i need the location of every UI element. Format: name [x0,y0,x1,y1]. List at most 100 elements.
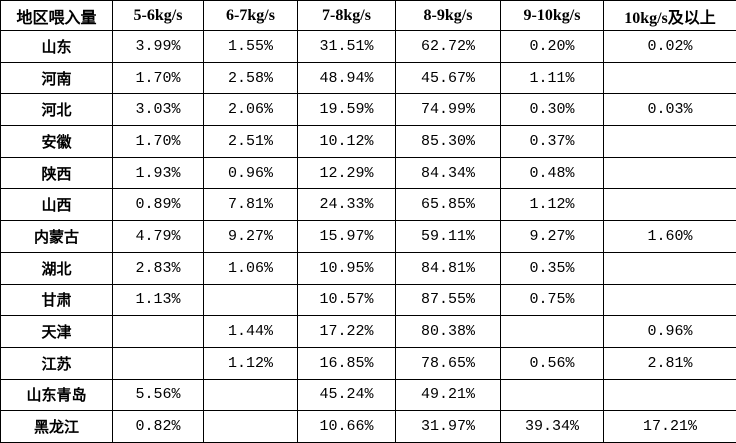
value-cell: 0.03% [603,93,736,127]
value-cell: 17.21% [603,410,736,443]
value-cell: 16.85% [297,346,396,380]
table-row: 山东 3.99% 1.55% 31.51% 62.72% 0.20% 0.02% [0,30,736,63]
table-row: 山东青岛 5.56% 45.24% 49.21% [0,378,736,412]
value-cell [112,315,204,348]
value-cell: 87.55% [395,283,501,317]
value-cell: 84.34% [395,156,501,190]
value-cell [203,410,298,443]
value-cell: 85.30% [395,125,501,158]
value-cell: 10.12% [297,125,396,158]
value-cell: 2.83% [112,251,204,285]
table-row: 天津 1.44% 17.22% 80.38% 0.96% [0,315,736,348]
value-cell [500,315,604,348]
region-cell: 河北 [0,93,113,127]
value-cell: 45.24% [297,378,396,412]
value-cell: 1.12% [203,346,298,380]
value-cell: 1.70% [112,125,204,158]
value-cell: 0.96% [603,315,736,348]
value-cell: 74.99% [395,93,501,127]
value-cell: 1.93% [112,156,204,190]
value-cell [603,156,736,190]
table-row: 内蒙古 4.79% 9.27% 15.97% 59.11% 9.27% 1.60% [0,220,736,253]
value-cell: 9.27% [203,220,298,253]
value-cell: 1.44% [203,315,298,348]
table-row: 陕西 1.93% 0.96% 12.29% 84.34% 0.48% [0,156,736,190]
value-cell: 2.06% [203,93,298,127]
value-cell [203,283,298,317]
value-cell: 3.99% [112,30,204,63]
value-cell [603,283,736,317]
value-cell: 0.02% [603,30,736,63]
value-cell [603,378,736,412]
value-cell [603,125,736,158]
region-cell: 湖北 [0,251,113,285]
value-cell: 0.56% [500,346,604,380]
value-cell: 84.81% [395,251,501,285]
value-cell: 4.79% [112,220,204,253]
value-cell: 48.94% [297,61,396,95]
value-cell [603,188,736,222]
value-cell: 1.13% [112,283,204,317]
value-cell: 2.81% [603,346,736,380]
value-cell: 49.21% [395,378,501,412]
value-cell: 3.03% [112,93,204,127]
table-body: 山东 3.99% 1.55% 31.51% 62.72% 0.20% 0.02% 河南 1.70… [0,30,736,443]
value-cell: 2.58% [203,61,298,95]
value-cell: 80.38% [395,315,501,348]
value-cell: 10.66% [297,410,396,443]
region-cell: 天津 [0,315,113,348]
table-row: 甘肃 1.13% 10.57% 87.55% 0.75% [0,283,736,317]
value-cell: 1.12% [500,188,604,222]
value-cell: 59.11% [395,220,501,253]
value-cell [203,378,298,412]
table-row: 湖北 2.83% 1.06% 10.95% 84.81% 0.35% [0,251,736,285]
header-row: 地区喂入量 5-6kg/s 6-7kg/s 7-8kg/s 8-9kg/s 9-10kg/… [0,0,736,31]
region-cell: 安徽 [0,125,113,158]
value-cell: 17.22% [297,315,396,348]
value-cell: 7.81% [203,188,298,222]
value-cell: 9.27% [500,220,604,253]
region-cell: 山东青岛 [0,378,113,412]
region-cell: 河南 [0,61,113,95]
region-cell: 黑龙江 [0,410,113,443]
value-cell: 0.75% [500,283,604,317]
value-cell: 0.82% [112,410,204,443]
value-cell: 5.56% [112,378,204,412]
value-cell: 31.97% [395,410,501,443]
header-cell: 10kg/s及以上 [603,0,736,31]
table-row: 河南 1.70% 2.58% 48.94% 45.67% 1.11% [0,61,736,95]
value-cell: 78.65% [395,346,501,380]
table-row: 黑龙江 0.82% 10.66% 31.97% 39.34% 17.21% [0,410,736,443]
header-cell: 6-7kg/s [203,0,298,31]
value-cell: 0.35% [500,251,604,285]
value-cell: 45.67% [395,61,501,95]
value-cell [603,251,736,285]
value-cell: 0.89% [112,188,204,222]
value-cell: 1.60% [603,220,736,253]
value-cell: 0.48% [500,156,604,190]
header-cell: 9-10kg/s [500,0,604,31]
value-cell: 24.33% [297,188,396,222]
region-cell: 山东 [0,30,113,63]
value-cell: 12.29% [297,156,396,190]
value-cell: 31.51% [297,30,396,63]
value-cell [112,346,204,380]
value-cell [603,61,736,95]
value-cell: 1.11% [500,61,604,95]
value-cell: 1.55% [203,30,298,63]
value-cell: 1.70% [112,61,204,95]
header-cell: 地区喂入量 [0,0,113,31]
table-row: 河北 3.03% 2.06% 19.59% 74.99% 0.30% 0.03% [0,93,736,127]
table-row: 江苏 1.12% 16.85% 78.65% 0.56% 2.81% [0,346,736,380]
region-cell: 山西 [0,188,113,222]
region-cell: 江苏 [0,346,113,380]
value-cell: 0.30% [500,93,604,127]
header-cell: 5-6kg/s [112,0,204,31]
value-cell: 65.85% [395,188,501,222]
value-cell: 19.59% [297,93,396,127]
value-cell: 0.96% [203,156,298,190]
value-cell: 0.37% [500,125,604,158]
region-cell: 陕西 [0,156,113,190]
